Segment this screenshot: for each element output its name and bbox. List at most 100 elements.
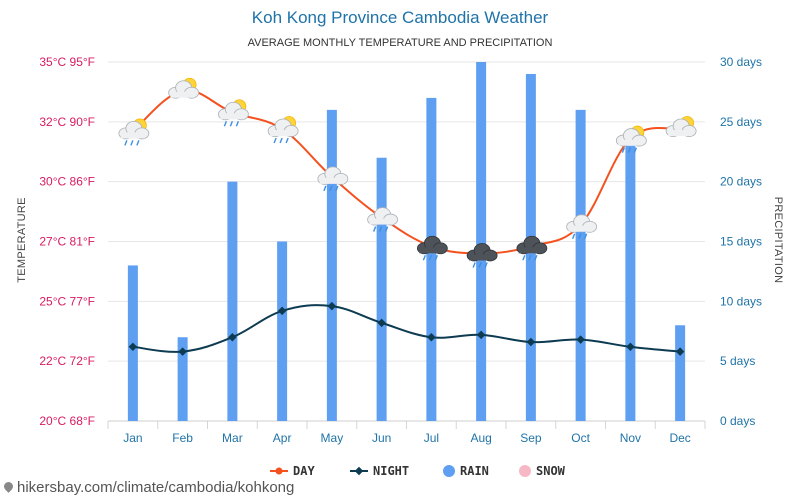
cloud-shape: [217, 101, 249, 121]
rain-drop: [428, 255, 433, 261]
dark-cloud-rain-icon: [466, 243, 498, 268]
legend-item-snow[interactable]: SNOW: [519, 464, 566, 478]
cloud-shape: [416, 235, 448, 255]
left-tick-label: 32°C 90°F: [39, 115, 95, 129]
rain-drop: [130, 140, 134, 146]
chart-subtitle: AVERAGE MONTHLY TEMPERATURE AND PRECIPIT…: [248, 37, 553, 49]
month-tick-label: Mar: [222, 431, 243, 445]
legend-item-night[interactable]: NIGHT: [350, 464, 409, 478]
night-point: [377, 318, 386, 328]
cloud-base: [170, 91, 195, 98]
cloud-shape: [168, 80, 200, 99]
cloud-base: [369, 218, 394, 225]
rain-drop: [621, 147, 626, 153]
month-tick-label: Jun: [372, 431, 391, 445]
rain-drop: [472, 262, 476, 268]
day-temperature-line: [132, 89, 681, 255]
night-point: [476, 330, 486, 340]
cloud-rain-icon: [317, 166, 349, 192]
rain-bar: [675, 325, 686, 421]
rain-drop: [633, 147, 638, 153]
left-tick-label: 22°C 72°F: [39, 354, 95, 368]
legend-marker: [275, 467, 283, 475]
rain-drop: [223, 121, 228, 127]
rain-drop: [235, 121, 240, 127]
rain-drop: [571, 233, 576, 240]
sun-cloud-rain-icon: [118, 118, 150, 146]
cloud-base: [568, 225, 593, 232]
night-point: [277, 306, 287, 316]
right-tick-label: 5 days: [720, 354, 755, 368]
cloud-shape: [615, 128, 647, 147]
cloud-shape: [566, 214, 598, 233]
source-footer[interactable]: hikersbay.com/climate/cambodia/kohkong: [2, 479, 295, 496]
sun-cloud-rain-icon: [267, 116, 299, 144]
sun-cloud-rain-icon: [615, 125, 647, 153]
source-url[interactable]: hikersbay.com/climate/cambodia/kohkong: [17, 479, 295, 496]
cloud-base: [518, 247, 543, 254]
month-tick-label: Feb: [172, 431, 193, 445]
rain-drop: [577, 233, 582, 240]
cloud-shape: [665, 118, 697, 137]
cloud-shape: [267, 118, 299, 137]
rain-drop: [229, 121, 234, 127]
cloud-shape: [367, 207, 399, 226]
cloud-base: [419, 247, 444, 254]
rain-drop: [522, 255, 526, 261]
left-tick-label: 30°C 86°F: [39, 175, 95, 189]
cloud-base: [618, 139, 643, 146]
cloud-base: [668, 130, 693, 137]
night-point: [427, 332, 436, 342]
night-point: [626, 342, 635, 352]
night-temperature-line: [132, 304, 681, 353]
cloud-base: [120, 132, 145, 139]
cloud-base: [270, 130, 295, 137]
month-tick-label: Jul: [424, 431, 439, 445]
rain-drop: [329, 185, 333, 192]
axes: 20°C 68°F 22°C 72°F 25°C 77°F 27°C 81°F 30°C…: [39, 55, 762, 445]
legend-item-day[interactable]: DAY: [270, 464, 315, 478]
month-tick-label: Oct: [571, 431, 590, 445]
month-tick-label: May: [321, 431, 344, 445]
month-tick-label: Jan: [123, 431, 142, 445]
grid-lines: [107, 61, 706, 429]
location-pin-icon: [2, 480, 15, 493]
right-tick-label: 15 days: [720, 235, 762, 249]
rain-bar: [575, 109, 586, 421]
rain-drop: [528, 255, 532, 261]
right-tick-label: 0 days: [720, 414, 755, 428]
dark-cloud-rain-icon: [516, 235, 548, 261]
cloud-rain-icon: [566, 214, 598, 240]
right-tick-label: 25 days: [720, 115, 762, 129]
left-tick-label: 27°C 81°F: [39, 235, 95, 249]
sun-cloud-icon: [665, 116, 697, 137]
rain-drop: [534, 255, 538, 261]
month-tick-label: Dec: [669, 431, 690, 445]
night-point: [128, 342, 138, 352]
right-tick-label: 30 days: [720, 55, 762, 69]
rain-bar: [277, 241, 288, 421]
rain-drop: [484, 262, 488, 268]
legend-item-rain[interactable]: RAIN: [443, 464, 489, 478]
left-tick-label: 25°C 77°F: [39, 294, 95, 308]
chart-legend[interactable]: DAY NIGHT RAIN SNOW: [270, 464, 566, 478]
night-point: [327, 301, 337, 311]
rain-bar: [625, 145, 636, 421]
rain-drop: [124, 140, 128, 146]
rain-bar: [476, 62, 487, 421]
chart-title: Koh Kong Province Cambodia Weather: [252, 8, 549, 27]
left-tick-label: 20°C 68°F: [39, 414, 95, 428]
legend-label: DAY: [293, 464, 315, 478]
rain-drop: [478, 262, 482, 268]
cloud-rain-icon: [367, 207, 399, 232]
right-axis-title: PRECIPITATION: [772, 197, 784, 284]
rain-bar: [326, 109, 337, 421]
rain-drop: [434, 255, 439, 261]
rain-bar: [376, 157, 387, 421]
month-tick-label: Aug: [470, 431, 491, 445]
rain-drop: [378, 226, 383, 232]
rain-drop: [627, 147, 632, 153]
legend-label: RAIN: [460, 464, 489, 478]
temperature-lines: [128, 89, 685, 356]
